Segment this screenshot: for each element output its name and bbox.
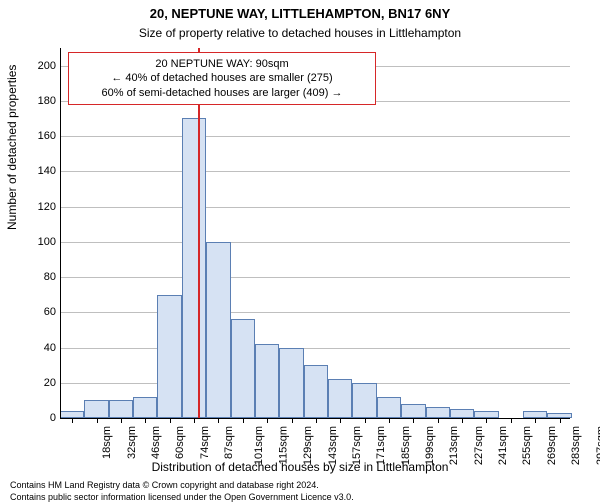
chart-subtitle: Size of property relative to detached ho… (0, 26, 600, 40)
gridline (60, 348, 570, 349)
annotation-line: 20 NEPTUNE WAY: 90sqm (77, 57, 367, 71)
histogram-bar (450, 409, 474, 418)
y-tick-label: 160 (16, 130, 56, 142)
histogram-bar (377, 397, 401, 418)
histogram-bar (231, 319, 255, 418)
footer-line-2: Contains public sector information licen… (10, 492, 354, 502)
annotation-line: 60% of semi-detached houses are larger (… (77, 86, 367, 100)
y-tick-label: 40 (16, 342, 56, 354)
x-tick-label: 18sqm (101, 426, 113, 459)
y-tick-label: 80 (16, 271, 56, 283)
histogram-bar (255, 344, 279, 418)
histogram-bar (474, 411, 498, 418)
histogram-bar (426, 407, 450, 418)
gridline (60, 171, 570, 172)
x-tick-label: 74sqm (199, 426, 211, 459)
gridline (60, 242, 570, 243)
histogram-bar (401, 404, 425, 418)
y-tick-label: 60 (16, 306, 56, 318)
histogram-bar (157, 295, 181, 418)
x-tick-label: 32sqm (126, 426, 138, 459)
x-axis-line (60, 418, 570, 419)
annotation-line: ← 40% of detached houses are smaller (27… (77, 71, 367, 85)
y-tick-label: 100 (16, 236, 56, 248)
x-tick-label: 60sqm (174, 426, 186, 459)
histogram-bar (109, 400, 133, 418)
y-tick-label: 180 (16, 95, 56, 107)
gridline (60, 277, 570, 278)
footer-line-1: Contains HM Land Registry data © Crown c… (10, 480, 319, 490)
histogram-bar (182, 118, 206, 418)
figure: 20, NEPTUNE WAY, LITTLEHAMPTON, BN17 6NY… (0, 0, 600, 500)
y-tick-label: 20 (16, 377, 56, 389)
gridline (60, 207, 570, 208)
annotation-box: 20 NEPTUNE WAY: 90sqm← 40% of detached h… (68, 52, 376, 105)
y-tick-label: 200 (16, 60, 56, 72)
gridline (60, 136, 570, 137)
histogram-bar (352, 383, 376, 418)
histogram-bar (133, 397, 157, 418)
y-tick-label: 0 (16, 412, 56, 424)
x-tick-label: 115sqm (277, 426, 289, 464)
histogram-bar (60, 411, 84, 418)
histogram-bar (523, 411, 547, 418)
histogram-bar (279, 348, 303, 418)
x-axis-label: Distribution of detached houses by size … (0, 460, 600, 474)
x-tick-label: 87sqm (223, 426, 235, 459)
histogram-bar (304, 365, 328, 418)
y-axis-line (60, 48, 61, 418)
histogram-bar (206, 242, 230, 418)
y-tick-label: 120 (16, 201, 56, 213)
chart-title: 20, NEPTUNE WAY, LITTLEHAMPTON, BN17 6NY (0, 6, 600, 21)
x-tick-label: 46sqm (150, 426, 162, 459)
histogram-bar (84, 400, 108, 418)
histogram-bar (328, 379, 352, 418)
gridline (60, 312, 570, 313)
y-tick-label: 140 (16, 165, 56, 177)
